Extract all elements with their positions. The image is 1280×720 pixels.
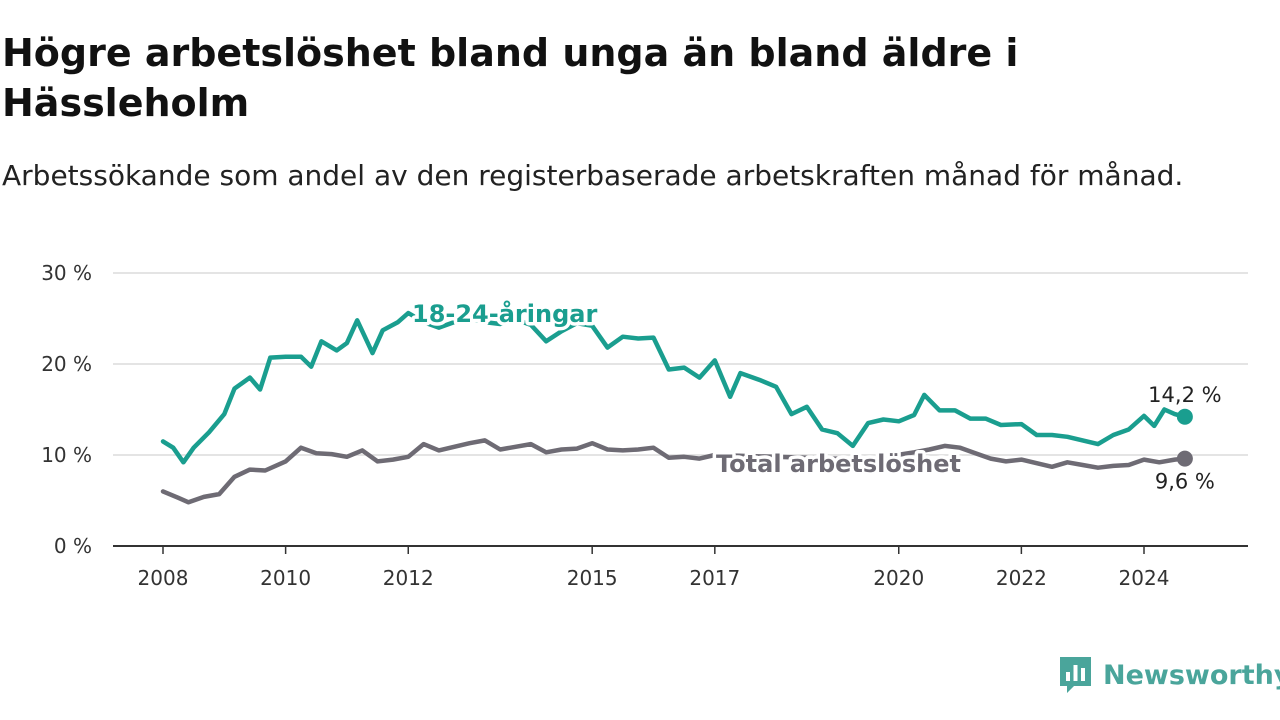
series-line-youth [160, 310, 1188, 465]
end-value-label-total: 9,6 % [1155, 470, 1215, 494]
y-tick-label: 20 % [41, 352, 92, 376]
series-lines [160, 310, 1193, 505]
x-tick-label: 2008 [138, 566, 189, 590]
series-line-total [160, 438, 1188, 505]
chart-subtitle: Arbetssökande som andel av den registerb… [2, 159, 1184, 192]
end-point-youth [1176, 408, 1193, 425]
x-tick-label: 2015 [567, 566, 618, 590]
brand-name: Newsworthy [1103, 659, 1280, 691]
x-tick-label: 2017 [689, 566, 740, 590]
series-label-total: Total arbetslöshet [716, 450, 961, 478]
end-point-total [1176, 450, 1193, 467]
x-tick-label: 2010 [260, 566, 311, 590]
grid-lines [113, 272, 1248, 456]
x-tick-label: 2012 [383, 566, 434, 590]
y-tick-label: 10 % [41, 443, 92, 467]
x-tick-label: 2020 [873, 566, 924, 590]
y-tick-label: 0 % [54, 534, 92, 558]
end-value-label-youth: 14,2 % [1148, 383, 1221, 407]
series-label-youth: 18-24-åringar [412, 299, 597, 328]
axes: 0 % 10 % 20 % 30 % 2008 2010 2012 2015 2017 2020 2… [41, 261, 1248, 590]
newsworthy-brand[interactable]: Newsworthy [1058, 653, 1280, 697]
x-tick-label: 2022 [996, 566, 1047, 590]
series-labels: 18-24-åringar Total arbetslöshet 14,2 % 9,6… [409, 296, 1222, 494]
chart-title: Högre arbetslöshet bland unga än bland ä… [2, 31, 1019, 125]
x-tick-label: 2024 [1119, 566, 1170, 590]
newsworthy-logo-icon [1060, 657, 1091, 693]
y-tick-label: 30 % [41, 261, 92, 285]
